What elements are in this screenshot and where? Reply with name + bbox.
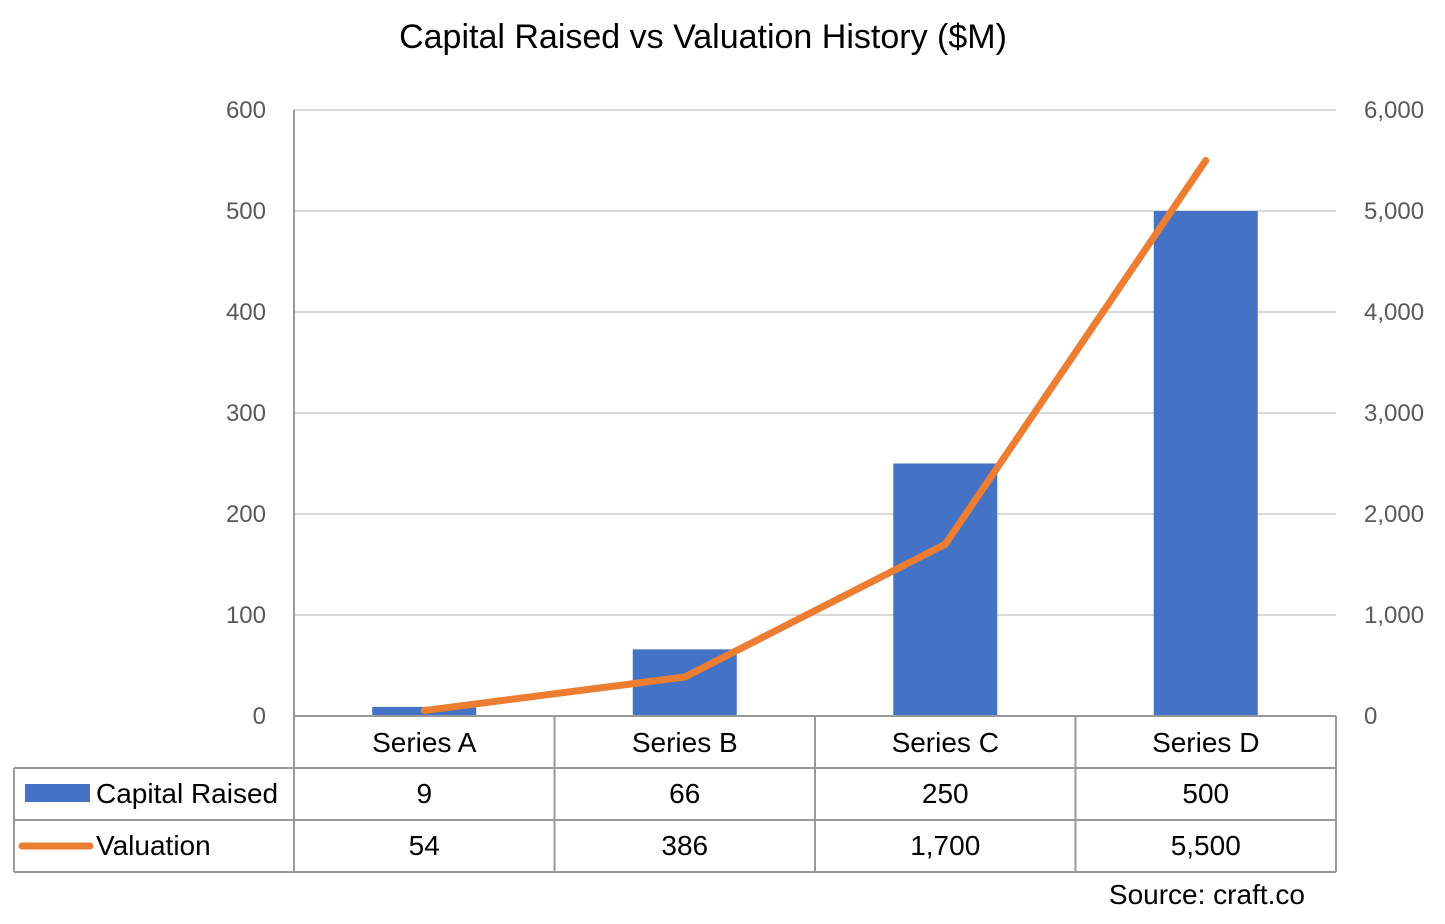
bar-capital-raised <box>1153 211 1258 716</box>
data-label-valuation: 5,500 <box>1171 830 1241 861</box>
left-tick-label: 400 <box>226 299 266 326</box>
left-tick-label: 300 <box>226 400 266 427</box>
data-label-valuation: 1,700 <box>910 830 980 861</box>
source-note: Source: craft.co <box>1109 879 1305 910</box>
legend-label-capital-raised: Capital Raised <box>96 778 278 809</box>
data-label-valuation: 54 <box>409 830 440 861</box>
capital-raised-bars <box>372 211 1258 716</box>
chart-title: Capital Raised vs Valuation History ($M) <box>399 18 1007 56</box>
right-tick-label: 1,000 <box>1364 602 1424 629</box>
x-tick-label: Series C <box>892 727 999 758</box>
right-tick-label: 5,000 <box>1364 198 1424 225</box>
left-tick-label: 200 <box>226 501 266 528</box>
left-tick-label: 500 <box>226 198 266 225</box>
data-label-capital-raised: 9 <box>416 778 432 809</box>
right-axis-ticks: 0 1,000 2,000 3,000 4,000 5,000 6,000 <box>1364 97 1424 730</box>
right-tick-label: 2,000 <box>1364 501 1424 528</box>
x-tick-label: Series B <box>632 727 738 758</box>
data-label-capital-raised: 500 <box>1182 778 1229 809</box>
right-tick-label: 0 <box>1364 703 1377 730</box>
valuation-line <box>420 157 1210 715</box>
left-tick-label: 0 <box>253 703 266 730</box>
right-tick-label: 3,000 <box>1364 400 1424 427</box>
left-tick-label: 100 <box>226 602 266 629</box>
data-label-capital-raised: 66 <box>669 778 700 809</box>
valuation-line-layer <box>420 157 1210 715</box>
legend-label-valuation: Valuation <box>96 830 211 861</box>
left-tick-label: 600 <box>226 97 266 124</box>
x-tick-label: Series D <box>1152 727 1259 758</box>
right-tick-label: 6,000 <box>1364 97 1424 124</box>
left-axis-ticks: 0 100 200 300 400 500 600 <box>226 97 266 730</box>
data-label-capital-raised: 250 <box>922 778 969 809</box>
data-table: Series A Series B Series C Series D Capital … <box>13 110 1337 873</box>
legend-key-capital-raised <box>25 784 90 802</box>
data-label-valuation: 386 <box>661 830 708 861</box>
bar-capital-raised <box>893 463 998 716</box>
x-tick-label: Series A <box>372 727 477 758</box>
right-tick-label: 4,000 <box>1364 299 1424 326</box>
